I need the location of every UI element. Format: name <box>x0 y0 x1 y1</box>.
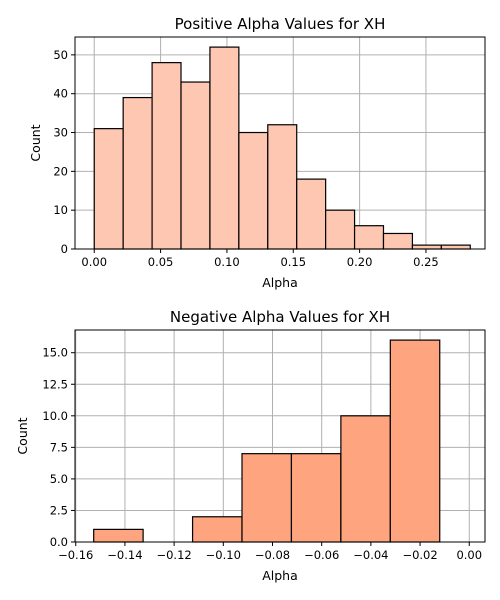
histogram-bar <box>180 81 211 250</box>
histogram-bar <box>238 131 269 250</box>
x-tick-label: 0.15 <box>280 255 306 269</box>
x-tick-label: −0.04 <box>353 548 388 562</box>
histogram-bar <box>93 128 124 250</box>
y-tick-label: 10 <box>53 203 68 217</box>
histogram-bar <box>382 232 414 250</box>
y-tick-label: 0.0 <box>50 535 68 549</box>
x-tick-label: −0.14 <box>107 548 142 562</box>
histogram-bar <box>290 453 342 543</box>
x-tick-label: 0.10 <box>214 255 240 269</box>
x-tick-label: −0.10 <box>206 548 241 562</box>
y-axis-label: Count <box>28 124 43 161</box>
histogram-bar <box>191 516 243 543</box>
chart-title: Negative Alpha Values for XH <box>170 308 390 326</box>
histogram-bar <box>325 209 356 250</box>
negative-alpha-histogram: −0.16 −0.14 −0.12 −0.10 −0.08 −0.06 −0.04 −0.02… <box>15 308 486 583</box>
y-tick-label: 7.5 <box>50 440 68 454</box>
positive-alpha-histogram: 0.00 0.05 0.10 0.15 0.20 0.25 0 10 20 30 40 50 Posi… <box>28 15 486 290</box>
x-tick-label: 0.25 <box>413 255 439 269</box>
histogram-bar <box>411 244 442 250</box>
plot-frame <box>74 329 486 543</box>
x-tick-label: 0.05 <box>148 255 174 269</box>
histogram-bar <box>151 62 182 250</box>
x-tick-label: 0.00 <box>456 548 482 562</box>
x-axis-label: Alpha <box>262 275 298 290</box>
plot-frame <box>74 36 486 250</box>
y-tick-label: 2.5 <box>50 503 68 517</box>
x-tick-label: −0.06 <box>304 548 339 562</box>
x-tick-label: −0.08 <box>255 548 290 562</box>
x-tick-label: −0.02 <box>402 548 437 562</box>
y-tick-label: 50 <box>53 48 68 62</box>
x-tick-label: −0.12 <box>156 548 191 562</box>
y-tick-label: 20 <box>53 164 68 178</box>
histogram-bar <box>122 96 153 250</box>
histogram-bar <box>267 124 298 250</box>
x-tick-label: 0.00 <box>81 255 107 269</box>
y-tick-label: 0 <box>61 242 68 256</box>
chart-title: Positive Alpha Values for XH <box>175 15 386 33</box>
y-tick-label: 30 <box>53 126 68 140</box>
x-tick-label: 0.20 <box>347 255 373 269</box>
histogram-bar <box>389 339 441 543</box>
x-axis-label: Alpha <box>262 568 298 583</box>
y-tick-label: 5.0 <box>50 472 68 486</box>
y-tick-label: 12.5 <box>42 377 68 391</box>
histogram-bar <box>209 46 240 250</box>
y-tick-label: 40 <box>53 87 68 101</box>
x-tick-label: −0.16 <box>58 548 93 562</box>
histogram-bar <box>93 528 144 543</box>
histogram-bar <box>296 178 327 250</box>
histogram-bar <box>353 225 385 250</box>
histogram-bar <box>340 415 391 543</box>
histogram-bar <box>241 453 293 543</box>
histogram-bar <box>440 244 471 250</box>
y-axis-label: Count <box>15 417 30 454</box>
y-tick-label: 15.0 <box>42 346 68 360</box>
y-tick-label: 10.0 <box>42 409 68 423</box>
